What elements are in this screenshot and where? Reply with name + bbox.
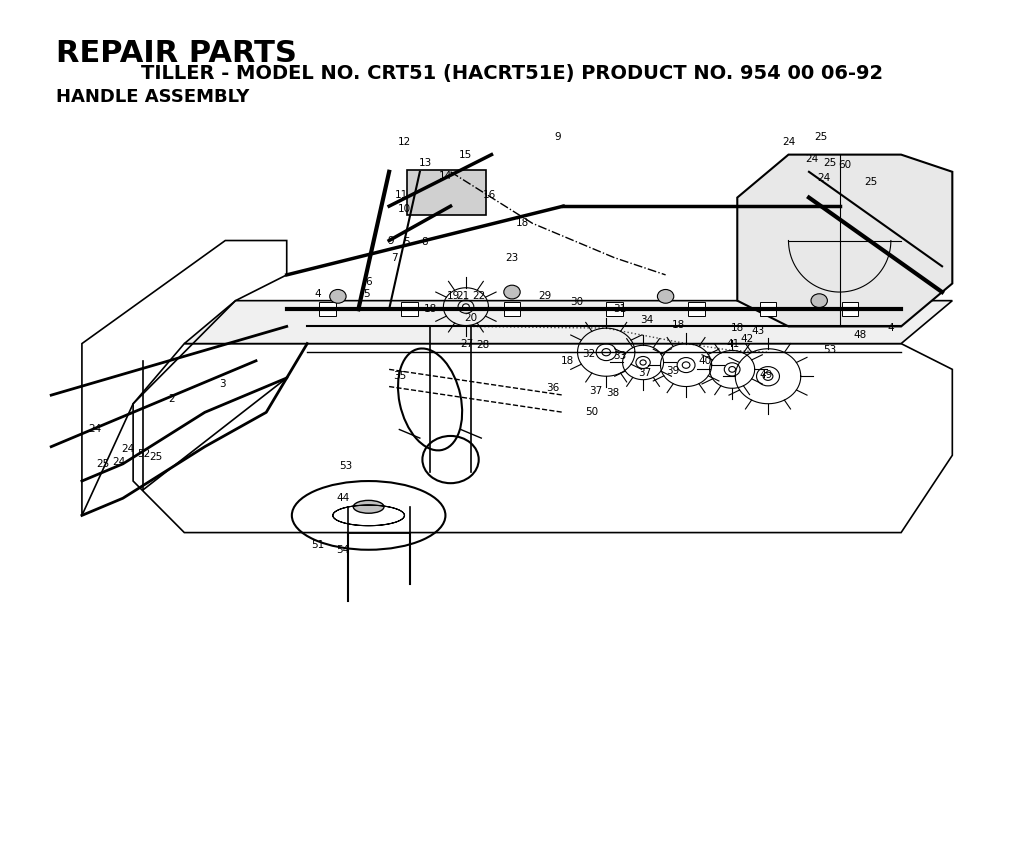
Circle shape [504, 285, 520, 299]
Circle shape [811, 294, 827, 308]
Text: 39: 39 [667, 366, 679, 376]
Text: 5: 5 [403, 237, 410, 247]
Text: 25: 25 [815, 132, 827, 143]
Text: 54: 54 [337, 545, 349, 555]
Text: 20: 20 [465, 313, 477, 323]
Text: 44: 44 [337, 493, 349, 503]
Text: 53: 53 [823, 345, 836, 356]
Text: 18: 18 [424, 304, 436, 314]
Text: 24: 24 [89, 424, 101, 435]
Text: 41: 41 [727, 338, 739, 349]
Text: HANDLE ASSEMBLY: HANDLE ASSEMBLY [56, 88, 250, 106]
Text: 18: 18 [516, 218, 528, 228]
Text: 4: 4 [314, 289, 321, 299]
Text: 51: 51 [311, 540, 324, 551]
Text: 42: 42 [741, 334, 754, 344]
Text: 32: 32 [583, 349, 595, 359]
Text: 52: 52 [137, 448, 150, 459]
Text: 25: 25 [150, 452, 162, 462]
Text: REPAIR PARTS: REPAIR PARTS [56, 39, 297, 68]
Text: 6: 6 [366, 277, 372, 287]
Text: 37: 37 [639, 368, 651, 378]
Text: 25: 25 [864, 177, 877, 187]
Text: 30: 30 [570, 297, 583, 308]
Text: 37: 37 [590, 386, 602, 396]
Polygon shape [184, 301, 952, 344]
Text: 35: 35 [393, 371, 406, 381]
Text: 16: 16 [483, 190, 496, 200]
Text: 25: 25 [96, 459, 109, 469]
Ellipse shape [353, 500, 384, 514]
Text: 18: 18 [561, 356, 573, 366]
Text: 53: 53 [340, 461, 352, 472]
Text: 34: 34 [641, 314, 653, 325]
Text: 28: 28 [477, 340, 489, 350]
Text: 49: 49 [760, 370, 772, 381]
Circle shape [763, 372, 773, 381]
Text: 4: 4 [888, 323, 894, 333]
Text: 19: 19 [447, 291, 460, 302]
Text: 7: 7 [391, 253, 397, 263]
Text: 24: 24 [806, 154, 818, 164]
Text: 23: 23 [506, 253, 518, 263]
Text: 27: 27 [461, 338, 473, 349]
Text: 5: 5 [364, 289, 370, 299]
FancyBboxPatch shape [401, 302, 418, 316]
Circle shape [640, 360, 646, 365]
FancyBboxPatch shape [319, 302, 336, 316]
Text: 14: 14 [439, 171, 452, 181]
Text: 12: 12 [398, 137, 411, 147]
Text: 15: 15 [460, 149, 472, 160]
Text: 29: 29 [539, 291, 551, 302]
Text: 22: 22 [473, 291, 485, 302]
Text: 13: 13 [419, 158, 431, 168]
Circle shape [463, 304, 469, 309]
Text: 2: 2 [169, 394, 175, 405]
Text: 3: 3 [219, 379, 225, 389]
Text: 21: 21 [457, 291, 469, 302]
FancyBboxPatch shape [504, 302, 520, 316]
Text: 8: 8 [422, 237, 428, 247]
Circle shape [657, 289, 674, 303]
Circle shape [729, 367, 735, 372]
Circle shape [602, 349, 610, 356]
Text: 38: 38 [606, 388, 618, 399]
Text: 31: 31 [613, 304, 626, 314]
Text: 33: 33 [613, 351, 626, 362]
Text: TILLER - MODEL NO. CRT51 (HACRT51E) PRODUCT NO. 954 00 06-92: TILLER - MODEL NO. CRT51 (HACRT51E) PROD… [141, 64, 883, 83]
Text: 9: 9 [388, 235, 394, 246]
Text: 9: 9 [555, 132, 561, 143]
Text: 40: 40 [698, 356, 711, 366]
Text: 11: 11 [395, 190, 408, 200]
FancyBboxPatch shape [842, 302, 858, 316]
FancyBboxPatch shape [606, 302, 623, 316]
Text: 18: 18 [673, 320, 685, 330]
Text: 48: 48 [854, 330, 866, 340]
Circle shape [682, 362, 690, 369]
Polygon shape [737, 155, 952, 326]
Text: 10: 10 [398, 204, 411, 214]
FancyBboxPatch shape [760, 302, 776, 316]
Text: 24: 24 [113, 457, 125, 467]
FancyBboxPatch shape [407, 170, 486, 215]
Text: 18: 18 [731, 323, 743, 333]
Text: 24: 24 [782, 137, 795, 147]
Text: 43: 43 [752, 326, 764, 336]
Text: 24: 24 [818, 173, 830, 183]
Circle shape [330, 289, 346, 303]
Text: 60: 60 [839, 160, 851, 170]
Text: 50: 50 [586, 407, 598, 417]
FancyBboxPatch shape [688, 302, 705, 316]
Text: 25: 25 [823, 158, 836, 168]
Text: 24: 24 [122, 444, 134, 454]
Text: 36: 36 [547, 383, 559, 393]
